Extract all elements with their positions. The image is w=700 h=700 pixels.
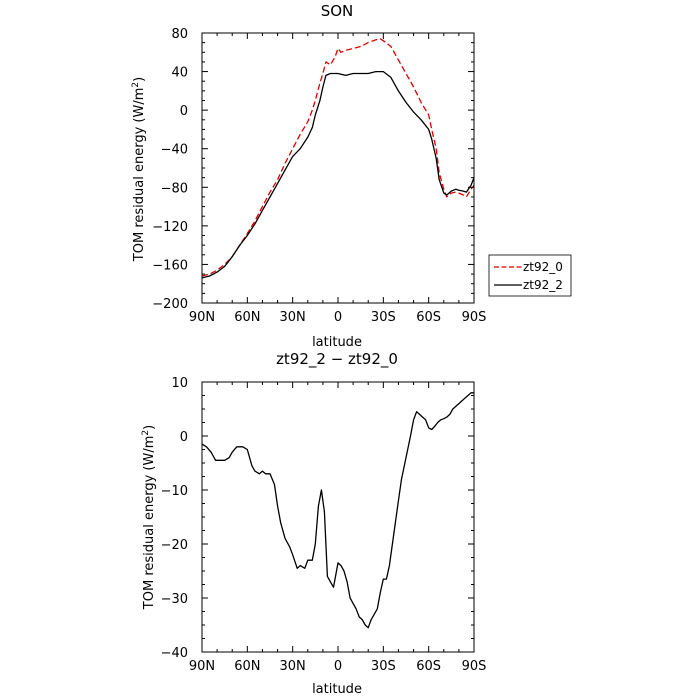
- x-tick-label: 90S: [462, 310, 487, 325]
- x-tick-label: 30S: [371, 659, 396, 674]
- y-tick-label: −30: [161, 592, 188, 607]
- chart-title: SON: [321, 2, 354, 20]
- x-tick-label: 60S: [416, 659, 441, 674]
- panel-difference: zt92_2 − zt92_0 90N 60N 30N 0 30S 60S 90S 10 0 −1…: [141, 350, 486, 697]
- x-axis-label: latitude: [312, 335, 362, 350]
- legend-box: [488, 254, 572, 297]
- y-tick-label: 0: [180, 430, 188, 445]
- y-tick-label: 40: [171, 66, 188, 81]
- y-tick-label: −160: [152, 258, 188, 273]
- x-tick-label: 60N: [234, 310, 260, 325]
- y-tick-label: −80: [161, 181, 188, 196]
- legend: zt92_0 zt92_2: [488, 254, 572, 297]
- y-tick-label: −40: [161, 646, 188, 661]
- legend-label: zt92_0: [523, 260, 563, 274]
- y-tick-label: −10: [161, 484, 188, 499]
- y-tick-label: −120: [152, 220, 188, 235]
- x-tick-label: 90S: [462, 659, 487, 674]
- x-tick-label: 0: [334, 659, 342, 674]
- x-tick-label: 60N: [234, 659, 260, 674]
- x-tick-label: 30N: [280, 659, 306, 674]
- y-tick-label: 0: [180, 104, 188, 119]
- y-tick-label: −20: [161, 538, 188, 553]
- chart-title: zt92_2 − zt92_0: [276, 350, 398, 369]
- panel-son: SON 90N 60N 30N 0 30S 60S 90S 80 40 0 −40 −80 −120 −1…: [131, 2, 572, 350]
- x-tick-label: 0: [334, 310, 342, 325]
- series-line-zt92_0: [201, 38, 475, 277]
- y-tick-label: −40: [161, 143, 188, 158]
- x-tick-label: 30S: [371, 310, 396, 325]
- legend-label: zt92_2: [523, 278, 563, 292]
- x-tick-label: 60S: [416, 310, 441, 325]
- plot-area: 90N 60N 30N 0 30S 60S 90S 80 40 0 −40 −80 −120 −160 −2…: [152, 27, 486, 325]
- plot-frame: [201, 381, 475, 653]
- y-tick-label: 10: [171, 376, 188, 391]
- plot-area: 90N 60N 30N 0 30S 60S 90S 10 0 −10 −20 −30 −40: [161, 376, 487, 674]
- y-tick-label: −200: [152, 297, 188, 312]
- series-line-zt92_2: [201, 70, 475, 279]
- y-tick-label: 80: [171, 27, 188, 42]
- x-tick-label: 90N: [189, 659, 215, 674]
- x-axis-label: latitude: [312, 682, 362, 697]
- x-tick-label: 90N: [189, 310, 215, 325]
- y-axis-label: TOM residual energy (W/m2): [131, 77, 147, 262]
- x-tick-label: 30N: [280, 310, 306, 325]
- series-line: [201, 392, 474, 629]
- y-axis-label: TOM residual energy (W/m2): [141, 425, 157, 610]
